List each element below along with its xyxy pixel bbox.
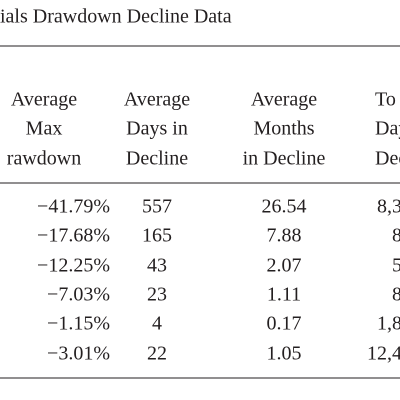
table-cell: −3.01% <box>47 343 110 365</box>
table-cell: 8 <box>392 225 400 247</box>
column-header: rawdown <box>7 148 81 170</box>
table-cell: 1.11 <box>267 284 301 306</box>
table-cell: 1,8 <box>377 313 400 335</box>
column-header: Average <box>124 89 190 111</box>
column-header: Dec <box>375 148 400 170</box>
table-cell: −17.68% <box>37 225 110 247</box>
table-cell: 1.05 <box>267 343 302 365</box>
column-header: in Decline <box>243 148 326 170</box>
column-header: Average <box>11 89 77 111</box>
table-cell: 23 <box>147 284 167 306</box>
table-cell: 8,3 <box>377 196 400 218</box>
table-cell: −41.79% <box>37 196 110 218</box>
column-header: Days in <box>126 118 188 140</box>
column-header: Max <box>26 118 63 140</box>
table-cell: 26.54 <box>262 196 307 218</box>
table-cell: 5 <box>392 255 400 277</box>
table-cell: −1.15% <box>47 313 110 335</box>
column-header: Months <box>253 118 314 140</box>
column-header: Day <box>375 118 400 140</box>
table-cell: 22 <box>147 343 167 365</box>
table-cell: 0.17 <box>267 313 302 335</box>
table-title: ials Drawdown Decline Data <box>0 6 232 28</box>
column-header: Decline <box>126 148 188 170</box>
table-cell: 557 <box>142 196 172 218</box>
table-cell: 165 <box>142 225 172 247</box>
table-cell: 12,4 <box>367 343 400 365</box>
table-cell: −7.03% <box>47 284 110 306</box>
column-header: To <box>375 89 396 111</box>
column-header: Average <box>251 89 317 111</box>
table-cell: 7.88 <box>267 225 302 247</box>
table-cell: 4 <box>152 313 162 335</box>
table-cell: −12.25% <box>37 255 110 277</box>
table-cell: 43 <box>147 255 167 277</box>
table-cell: 2.07 <box>267 255 302 277</box>
table-cell: 8 <box>392 284 400 306</box>
